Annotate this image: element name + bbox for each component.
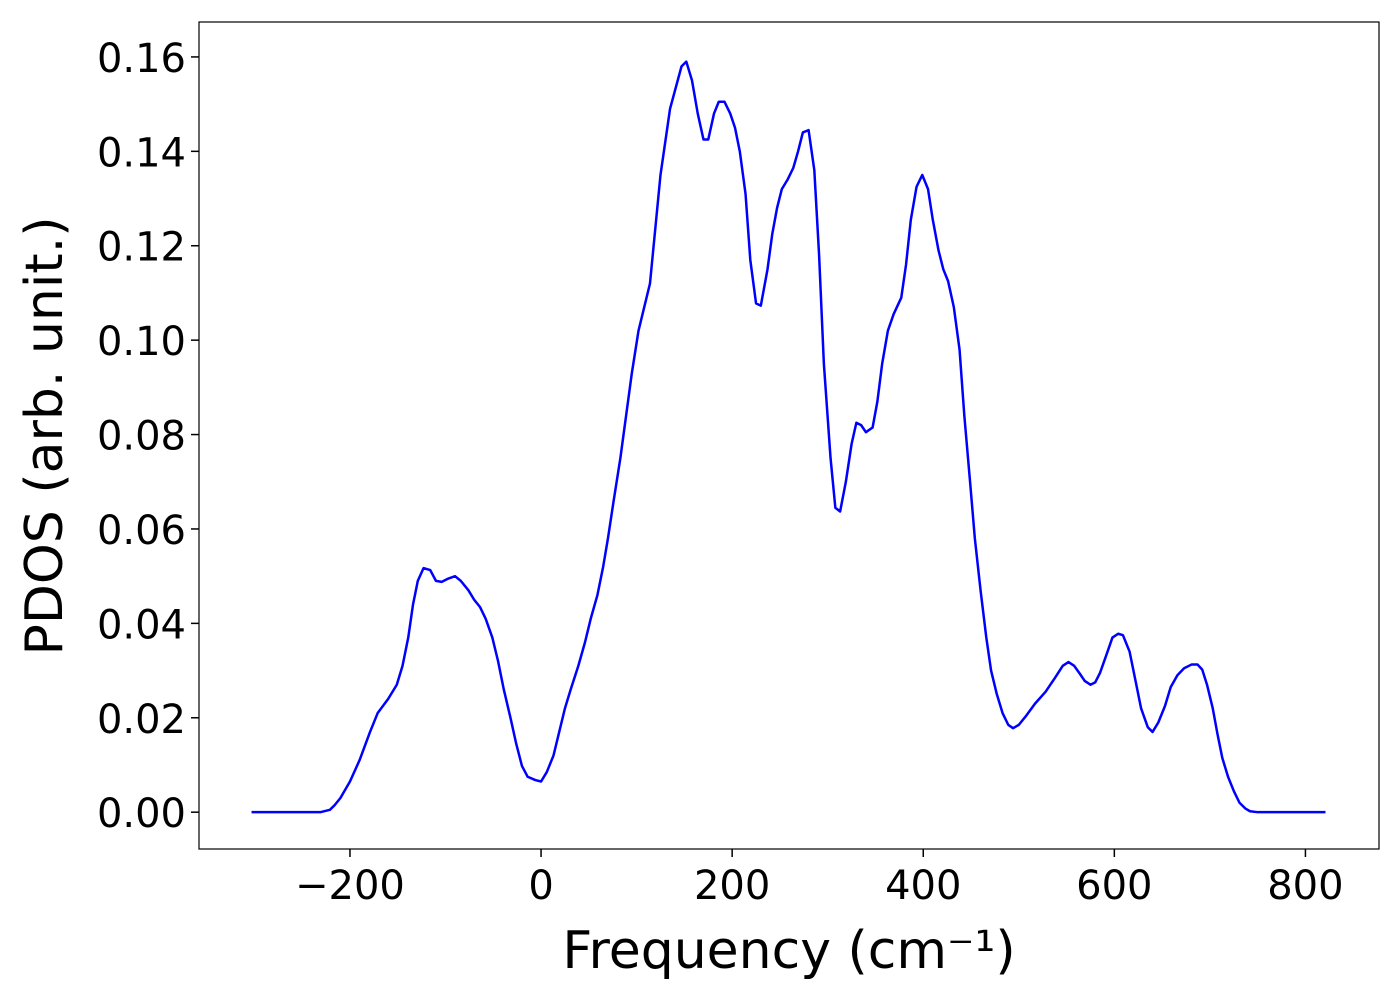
x-axis-label: Frequency (cm⁻¹) <box>562 921 1015 981</box>
y-tick-label: 0.04 <box>97 602 186 648</box>
y-axis-label: PDOS (arb. unit.) <box>15 216 75 655</box>
x-tick-label: 800 <box>1267 863 1343 909</box>
y-tick-label: 0.00 <box>97 791 186 837</box>
plot-frame <box>198 21 1380 850</box>
y-tick-label: 0.16 <box>97 36 186 82</box>
x-tick-label: −200 <box>295 863 405 909</box>
y-tick-label: 0.06 <box>97 508 186 554</box>
y-tick-label: 0.14 <box>97 130 186 176</box>
y-tick-label: 0.02 <box>97 697 186 743</box>
x-tick-label: 600 <box>1076 863 1152 909</box>
y-tick-label: 0.10 <box>97 319 186 365</box>
x-tick-label: 400 <box>885 863 961 909</box>
x-tick-label: 0 <box>528 863 553 909</box>
y-tick-label: 0.08 <box>97 414 186 460</box>
pdos-line <box>251 60 1326 814</box>
x-tick-label: 200 <box>694 863 770 909</box>
y-tick-label: 0.12 <box>97 225 186 271</box>
